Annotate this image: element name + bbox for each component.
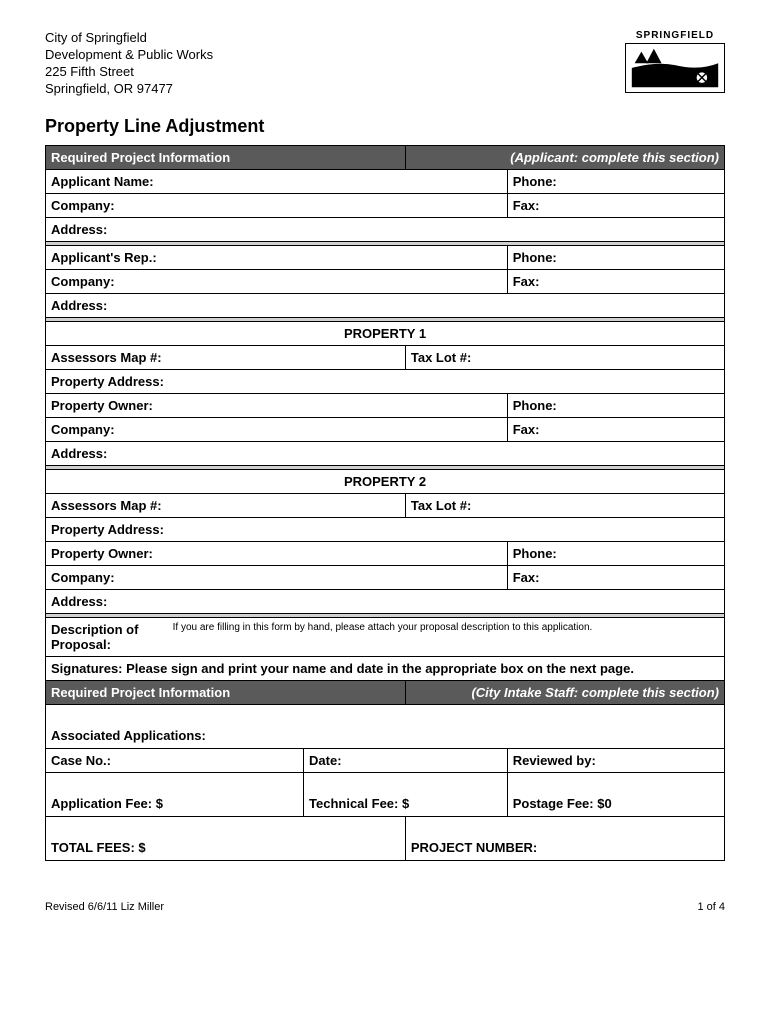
reviewed-by-label: Reviewed by: (507, 748, 724, 772)
description-note: If you are filling in this form by hand,… (165, 622, 593, 633)
rep-fax-label: Fax: (507, 269, 724, 293)
p2-phone-label: Phone: (507, 541, 724, 565)
section1-header-right: (Applicant: complete this section) (405, 145, 724, 169)
description-label: Description of Proposal: (51, 622, 161, 652)
p2-propaddr-label: Property Address: (46, 517, 725, 541)
org-line2: Development & Public Works (45, 47, 213, 64)
section2-header-right: (City Intake Staff: complete this sectio… (405, 680, 724, 704)
signatures-cell: Signatures: Please sign and print your n… (46, 656, 725, 680)
app-fee-label: Application Fee: $ (46, 792, 304, 816)
p2-owner-label: Property Owner: (46, 541, 508, 565)
section2-header-left: Required Project Information (46, 680, 406, 704)
rep-address-label: Address: (46, 293, 725, 317)
tech-fee-label: Technical Fee: $ (304, 792, 508, 816)
logo-container: SPRINGFIELD (625, 30, 725, 93)
case-no-label: Case No.: (46, 748, 304, 772)
footer-revised: Revised 6/6/11 Liz Miller (45, 901, 164, 913)
springfield-logo-icon (625, 43, 725, 93)
rep-company-label: Company: (46, 269, 508, 293)
blank (46, 704, 725, 724)
blank (304, 772, 508, 792)
logo-text: SPRINGFIELD (625, 30, 725, 41)
p1-address-label: Address: (46, 441, 725, 465)
date-label: Date: (304, 748, 508, 772)
org-line3: 225 Fifth Street (45, 64, 213, 81)
section1-header-left: Required Project Information (46, 145, 406, 169)
blank (46, 772, 304, 792)
property1-header: PROPERTY 1 (46, 321, 725, 345)
applicant-phone-label: Phone: (507, 169, 724, 193)
p1-phone-label: Phone: (507, 393, 724, 417)
project-number-label: PROJECT NUMBER: (405, 836, 724, 860)
p1-company-label: Company: (46, 417, 508, 441)
p2-assessors-label: Assessors Map #: (46, 493, 406, 517)
p1-taxlot-label: Tax Lot #: (405, 345, 724, 369)
form-table: Required Project Information (Applicant:… (45, 145, 725, 861)
page-footer: Revised 6/6/11 Liz Miller 1 of 4 (45, 901, 725, 913)
footer-page: 1 of 4 (697, 901, 725, 913)
p2-address-label: Address: (46, 589, 725, 613)
p2-taxlot-label: Tax Lot #: (405, 493, 724, 517)
signatures-text: Please sign and print your name and date… (123, 661, 634, 676)
org-address: City of Springfield Development & Public… (45, 30, 213, 98)
p1-fax-label: Fax: (507, 417, 724, 441)
p2-company-label: Company: (46, 565, 508, 589)
applicant-address-label: Address: (46, 217, 725, 241)
total-fees-label: TOTAL FEES: $ (46, 836, 406, 860)
applicant-fax-label: Fax: (507, 193, 724, 217)
postage-fee-label: Postage Fee: $0 (507, 792, 724, 816)
page-title: Property Line Adjustment (45, 116, 725, 137)
applicant-company-label: Company: (46, 193, 508, 217)
signatures-label: Signatures: (51, 661, 123, 676)
p1-propaddr-label: Property Address: (46, 369, 725, 393)
assoc-apps-label: Associated Applications: (46, 724, 725, 748)
applicant-name-label: Applicant Name: (46, 169, 508, 193)
blank (507, 772, 724, 792)
blank (46, 816, 406, 836)
p2-fax-label: Fax: (507, 565, 724, 589)
p1-owner-label: Property Owner: (46, 393, 508, 417)
blank (405, 816, 724, 836)
rep-label: Applicant's Rep.: (46, 245, 508, 269)
description-cell: Description of Proposal: If you are fill… (46, 617, 725, 656)
property2-header: PROPERTY 2 (46, 469, 725, 493)
p1-assessors-label: Assessors Map #: (46, 345, 406, 369)
rep-phone-label: Phone: (507, 245, 724, 269)
org-line4: Springfield, OR 97477 (45, 81, 213, 98)
org-line1: City of Springfield (45, 30, 213, 47)
